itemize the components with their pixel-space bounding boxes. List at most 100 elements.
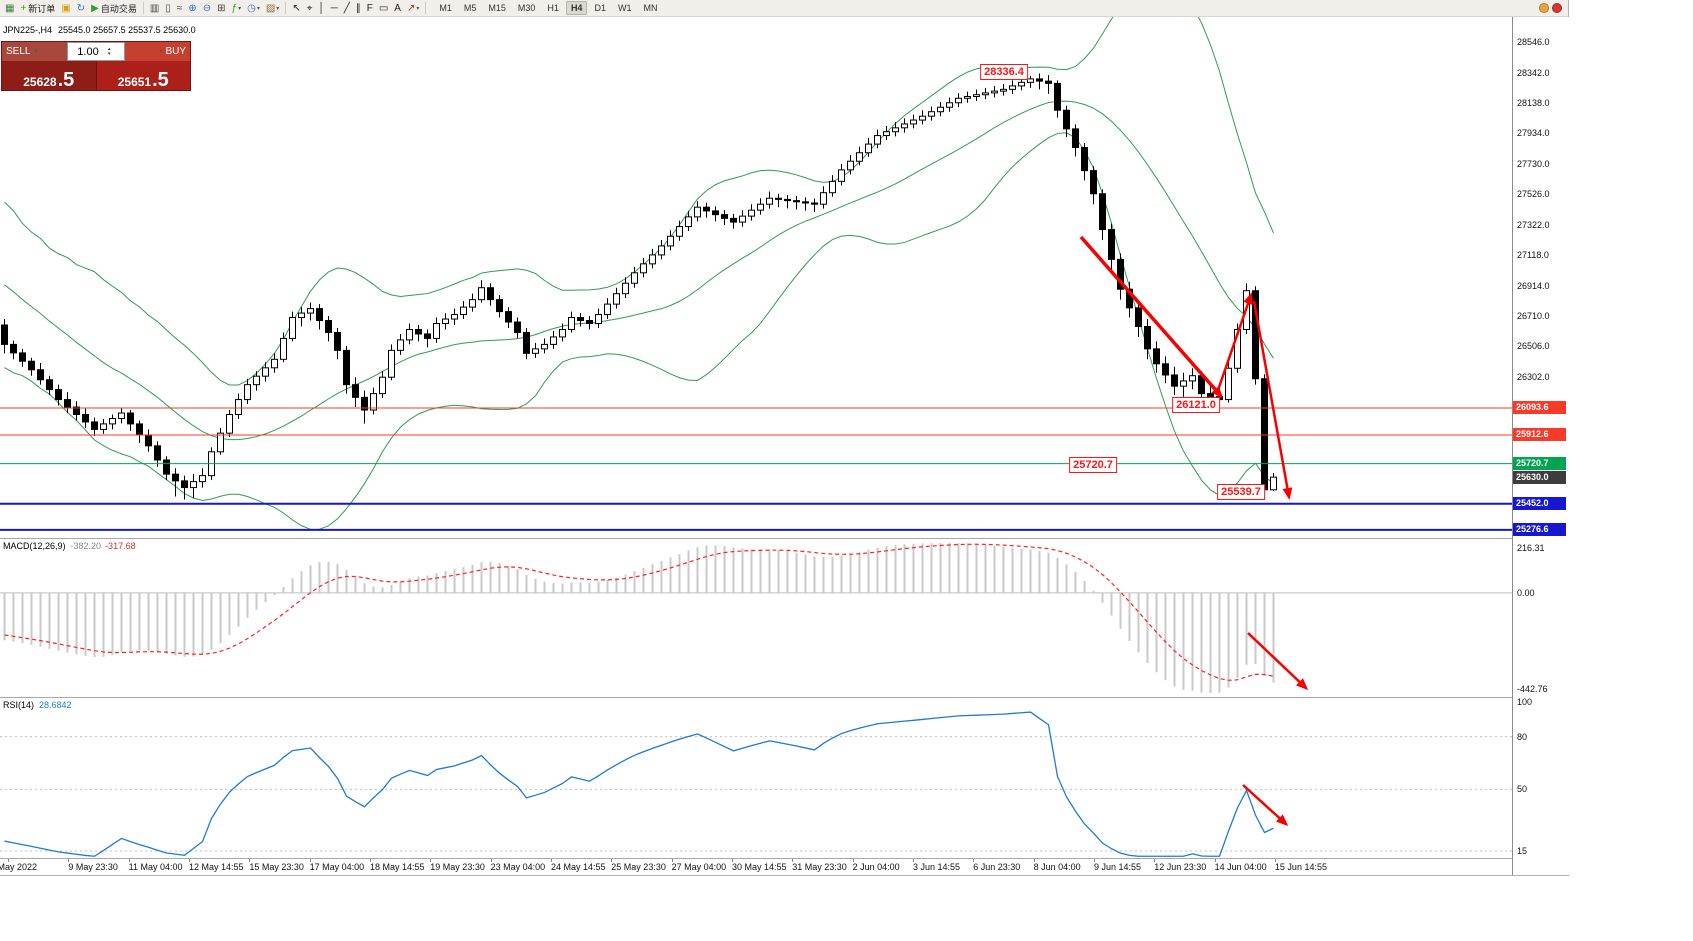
toolbar-button-chart-line[interactable]: ≈: [175, 1, 185, 16]
panel-separator: [0, 858, 1569, 859]
ohlc-values: 25545.0 25657.5 25537.5 25630.0: [58, 25, 196, 35]
buy-button[interactable]: ▾ BUY: [125, 42, 190, 61]
timeframe-w1[interactable]: W1: [617, 3, 632, 13]
notification-icon-alert-amber[interactable]: [1539, 3, 1549, 13]
toolbar-button-new-order[interactable]: + 新订单: [18, 1, 57, 16]
buy-price-button[interactable]: 25651 .5: [95, 61, 190, 90]
toolbar-button-text[interactable]: A: [392, 1, 403, 16]
time-axis-tick: [731, 859, 733, 862]
toolbar-separator: [285, 2, 287, 14]
chart-area[interactable]: 9 May 2022 9 May 23:30 11 May 04:00 12 May …: [0, 17, 1569, 875]
timeframe-h1[interactable]: H1: [547, 3, 559, 13]
price-tick: 26302.0: [1517, 371, 1550, 382]
crosshair-icon: ⌖: [306, 2, 313, 14]
buy-price-main: 25651: [117, 75, 152, 89]
toolbar-button-periods[interactable]: ◷ ▾: [245, 1, 262, 16]
price-tag: 25720.7: [1513, 457, 1566, 471]
macd-label: MACD(12,26,9) -382.20 -317.68: [3, 541, 136, 551]
timeframe-d1[interactable]: D1: [594, 3, 606, 13]
timeframe-m30[interactable]: M30: [517, 3, 536, 13]
volume-input[interactable]: [68, 43, 108, 60]
price-tag: 25912.6: [1513, 428, 1566, 442]
time-axis-tick: [188, 859, 190, 862]
time-label: 23 May 04:00: [490, 862, 546, 872]
rsi-line: [4, 711, 1274, 857]
time-label: 6 Jun 23:30: [973, 862, 1021, 872]
spinner-up-icon[interactable]: ▴: [108, 45, 111, 52]
rsi-name: RSI(14): [3, 700, 35, 710]
time-axis-tick: [912, 859, 914, 862]
macd-signal-line: [4, 543, 1274, 681]
price-tick: 27322.0: [1517, 219, 1550, 230]
toolbar-separator: [425, 2, 427, 14]
toolbar-button-horizontal-line[interactable]: ─: [329, 1, 340, 16]
new-order-label: 新订单: [28, 3, 56, 14]
toolbar-button-shapes[interactable]: ▭: [377, 1, 390, 16]
time-label: 9 Jun 14:55: [1093, 862, 1141, 872]
toolbar-button-auto-trading[interactable]: ▶ 自动交易: [89, 1, 139, 16]
panel-separator[interactable]: [0, 697, 1569, 698]
toolbar-button-zoom-in[interactable]: ⊕: [186, 1, 198, 16]
time-label: 9 May 2022: [0, 862, 38, 872]
toolbar-button-cursor[interactable]: ↖: [290, 1, 302, 16]
time-label: 8 Jun 04:00: [1033, 862, 1081, 872]
time-axis-tick: [1274, 859, 1276, 862]
toolbar-button-crosshair[interactable]: ⌖: [305, 1, 315, 16]
toolbar-button-refresh[interactable]: ↻: [75, 1, 87, 16]
time-label: 15 May 23:30: [249, 862, 304, 872]
panel-separator[interactable]: [0, 538, 1569, 539]
toolbar-button-arrows[interactable]: ↗ ▾: [405, 1, 421, 16]
time-label: 18 May 14:55: [369, 862, 425, 872]
toolbar-button-indicators[interactable]: ƒ ▾: [230, 1, 244, 16]
price-axis[interactable]: 28546.0 28342.0 28138.0 27934.0 27730.0 27526…: [1512, 17, 1569, 875]
volume-spinner[interactable]: ▴ ▾: [108, 43, 112, 60]
auto-trading-icon: ▶: [91, 2, 99, 14]
macd-axis-max: 216.31: [1517, 543, 1545, 553]
time-label: 12 Jun 23:30: [1154, 862, 1207, 872]
text-icon: A: [394, 2, 401, 14]
price-tick: 27934.0: [1517, 128, 1550, 139]
toolbar-button-trendline[interactable]: ╱: [342, 1, 352, 16]
timeframe-mn[interactable]: MN: [643, 3, 658, 13]
vertical-line-icon: │: [318, 2, 325, 14]
toolbar-button-fibonacci[interactable]: F: [365, 1, 375, 16]
timeframe-h4[interactable]: H4: [565, 1, 588, 15]
time-axis-tick: [611, 859, 613, 862]
chevron-down-icon: ▾: [276, 5, 280, 12]
toolbar-button-chart-bars[interactable]: ▥: [148, 1, 161, 16]
macd-name: MACD(12,26,9): [3, 541, 66, 551]
timeframe-m1[interactable]: M1: [439, 3, 452, 13]
time-label: 25 May 23:30: [611, 862, 666, 872]
time-axis[interactable]: 9 May 2022 9 May 23:30 11 May 04:00 12 May …: [0, 859, 1512, 875]
timeframe-m5[interactable]: M5: [463, 3, 477, 13]
price-tag: 25452.0: [1513, 497, 1566, 511]
toolbar-button-new-chart[interactable]: ▦: [3, 1, 16, 16]
price-tag: 25276.6: [1513, 523, 1566, 537]
chevron-down-icon: ▾: [238, 5, 242, 12]
rsi-indicator-chart[interactable]: [0, 698, 1512, 858]
main-price-chart[interactable]: [0, 17, 1512, 538]
sell-price-button[interactable]: 25628 .5: [2, 61, 96, 90]
time-label: 24 May 14:55: [550, 862, 606, 872]
toolbar-button-tile-windows[interactable]: ⊞: [215, 1, 227, 16]
cursor-icon: ↖: [292, 2, 301, 14]
channel-icon: ∥: [355, 2, 361, 14]
toolbar-button-templates[interactable]: ▨ ▾: [264, 1, 281, 16]
time-axis-tick: [249, 859, 251, 862]
macd-indicator-chart[interactable]: [0, 539, 1512, 697]
toolbar-button-chart-candles[interactable]: ▯: [163, 1, 173, 16]
time-axis-tick: [128, 859, 130, 862]
toolbar-button-profiles[interactable]: ▣: [59, 1, 72, 16]
spinner-down-icon[interactable]: ▾: [108, 50, 111, 57]
fibonacci-icon: F: [366, 2, 373, 14]
time-label: 31 May 23:30: [792, 862, 847, 872]
timeframe-m15[interactable]: M15: [488, 3, 506, 13]
sell-button[interactable]: SELL ▾: [2, 42, 67, 61]
toolbar-button-channel[interactable]: ∥: [354, 1, 363, 16]
notification-icon-alert-red[interactable]: [1552, 3, 1562, 13]
chevron-down-icon: ▾: [159, 49, 163, 55]
volume-field[interactable]: ▴▾: [67, 42, 125, 61]
toolbar-button-zoom-out[interactable]: ⊖: [201, 1, 213, 16]
toolbar-button-vertical-line[interactable]: │: [316, 1, 326, 16]
new-chart-icon: ▦: [5, 2, 15, 14]
